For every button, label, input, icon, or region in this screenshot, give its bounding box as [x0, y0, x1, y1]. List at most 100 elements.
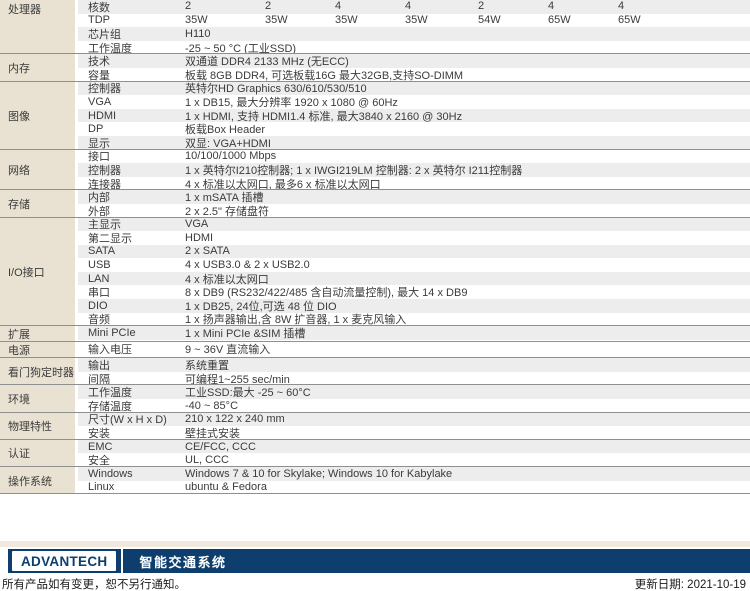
spec-row: Windows Windows 7 & 10 for Skylake; Windo…	[78, 467, 750, 481]
spec-cell: 2	[265, 0, 272, 12]
spec-row-value: 双通道 DDR4 2133 MHz (无ECC)	[185, 56, 349, 69]
spec-row: 安装 壁挂式安装	[78, 426, 750, 440]
spec-row: 显示 双显: VGA+HDMI	[78, 135, 750, 150]
spec-row-value: 8 x DB9 (RS232/422/485 含自动流量控制), 最大 14 x…	[185, 287, 468, 300]
category-label: I/O接口	[0, 217, 75, 327]
spec-section: 网络 接口 10/100/1000 Mbps 控制器 1 x 英特尔I210控制器; 1…	[0, 149, 750, 191]
spec-row-value: 英特尔HD Graphics 630/610/530/510	[185, 83, 367, 96]
spec-row: SATA 2 x SATA	[78, 244, 750, 259]
spec-section: 物理特性 尺寸(W x H x D) 210 x 122 x 240 mm 安装 壁挂式…	[0, 412, 750, 440]
spec-row-label: 容量	[88, 69, 110, 82]
spec-cell: 35W	[185, 13, 208, 26]
spec-table: 处理器 核数 2 2 4 4 2 4 4 TDP 35W 35W 35W 35W 54W 65W 65W 芯片组 H…	[0, 0, 750, 495]
spec-row-label: 核数	[88, 1, 110, 14]
spec-cell: 2	[185, 0, 192, 12]
spec-section: 图像 控制器 英特尔HD Graphics 630/610/530/510 VGA 1 …	[0, 81, 750, 150]
spec-section: 环境 工作温度 工业SSD:最大 -25 ~ 60°C 存储温度 -40 ~ 85°C	[0, 385, 750, 413]
spec-row-label: EMC	[88, 440, 113, 453]
spec-row: 控制器 1 x 英特尔I210控制器; 1 x IWGI219LM 控制器: 2 …	[78, 163, 750, 177]
spec-cell: 54W	[478, 13, 501, 26]
spec-row: 第二显示 HDMI	[78, 231, 750, 245]
spec-row-label: 安全	[88, 455, 110, 468]
spec-row-value: 板载Box Header	[185, 124, 266, 137]
spec-row: DIO 1 x DB25, 24位,可选 48 位 DIO	[78, 299, 750, 313]
spec-row-value: 1 x 扬声器输出,含 8W 扩音器, 1 x 麦克风输入	[185, 314, 407, 327]
category-label: 处理器	[0, 0, 75, 55]
spec-row: 连接器 4 x 标准以太网口, 最多6 x 标准以太网口	[78, 176, 750, 191]
spec-row: 技术 双通道 DDR4 2133 MHz (无ECC)	[78, 54, 750, 68]
spec-row-label: LAN	[88, 272, 110, 285]
spec-cell: 4	[335, 0, 342, 12]
spec-row-label: VGA	[88, 95, 112, 108]
spec-row: TDP 35W 35W 35W 35W 54W 65W 65W	[78, 13, 750, 28]
decorative-band	[0, 541, 750, 547]
spec-row-label: 控制器	[88, 83, 121, 96]
spec-row-value: 系统重置	[185, 360, 229, 373]
spec-row-value: 210 x 122 x 240 mm	[185, 413, 285, 426]
spec-row: 串口 8 x DB9 (RS232/422/485 含自动流量控制), 最大 14…	[78, 285, 750, 299]
spec-row-label: TDP	[88, 14, 110, 27]
spec-row: 外部 2 x 2.5" 存储盘符	[78, 203, 750, 218]
spec-row-label: 输出	[88, 360, 110, 373]
spec-row-value: H110	[185, 27, 211, 40]
spec-row-label: Windows	[88, 467, 133, 480]
spec-row-value: 35W 35W 35W 35W 54W 65W 65W	[185, 14, 750, 28]
spec-row-label: 工作温度	[88, 387, 132, 400]
category-label: 操作系统	[0, 467, 75, 495]
spec-row-label: 芯片组	[88, 28, 121, 41]
spec-row-value: 双显: VGA+HDMI	[185, 137, 271, 150]
spec-row-value: 4 x 标准以太网口, 最多6 x 标准以太网口	[185, 178, 381, 191]
spec-row: Linux ubuntu & Fedora	[78, 480, 750, 495]
spec-row-label: DP	[88, 123, 104, 136]
spec-row-label: 存储温度	[88, 400, 132, 413]
spec-section: 看门狗定时器 输出 系统重置 间隔 可编程1~255 sec/min	[0, 358, 750, 386]
spec-row-label: 工作温度	[88, 42, 132, 55]
category-label: 网络	[0, 149, 75, 191]
spec-row-value: 1 x DB25, 24位,可选 48 位 DIO	[185, 300, 337, 313]
category-label: 内存	[0, 54, 75, 82]
spec-cell: 65W	[618, 13, 641, 26]
spec-row-label: 输入电压	[88, 344, 132, 357]
category-label: 图像	[0, 81, 75, 150]
spec-row-value: 1 x Mini PCIe &SIM 插槽	[185, 328, 306, 341]
spec-row-value: 2 x SATA	[185, 245, 230, 258]
spec-section: 内存 技术 双通道 DDR4 2133 MHz (无ECC) 容量 板载 8GB DDR…	[0, 54, 750, 82]
spec-cell: 4	[405, 0, 412, 12]
spec-row-label: 主显示	[88, 219, 121, 232]
spec-section: 处理器 核数 2 2 4 4 2 4 4 TDP 35W 35W 35W 35W 54W 65W 65W 芯片组 H…	[0, 0, 750, 55]
footer-series-title: 智能交通系统	[139, 554, 227, 570]
spec-section: 电源 输入电压 9 ~ 36V 直流输入	[0, 342, 750, 359]
disclaimer-text: 所有产品如有变更，恕不另行通知。	[2, 579, 186, 591]
spec-row: USB 4 x USB3.0 & 2 x USB2.0	[78, 258, 750, 272]
spec-row: 控制器 英特尔HD Graphics 630/610/530/510	[78, 81, 750, 96]
spec-row-value: HDMI	[185, 231, 214, 244]
spec-cell: 4	[618, 0, 625, 12]
spec-row-label: Mini PCIe	[88, 327, 136, 340]
category-label: 环境	[0, 385, 75, 413]
spec-section: 操作系统 Windows Windows 7 & 10 for Skylake; W…	[0, 467, 750, 495]
spec-cell: 35W	[405, 13, 428, 26]
spec-row: 存储温度 -40 ~ 85°C	[78, 399, 750, 413]
spec-section: 存储 内部 1 x mSATA 插槽 外部 2 x 2.5" 存储盘符	[0, 190, 750, 218]
spec-row-value: VGA	[185, 218, 209, 231]
spec-row-value: 1 x mSATA 插槽	[185, 192, 264, 205]
spec-row-value: 1 x HDMI, 支持 HDMI1.4 标准, 最大3840 x 2160 @…	[185, 110, 463, 123]
spec-row-label: 第二显示	[88, 232, 132, 245]
spec-cell: 35W	[335, 13, 358, 26]
spec-row: 核数 2 2 4 4 2 4 4	[78, 0, 750, 14]
category-label: 认证	[0, 439, 75, 467]
spec-row: 容量 板载 8GB DDR4, 可选板载16G 最大32GB,支持SO-DIMM	[78, 67, 750, 82]
spec-row: 主显示 VGA	[78, 217, 750, 232]
category-label: 扩展	[0, 326, 75, 343]
spec-cell: 4	[548, 0, 555, 12]
advantech-logo: ADVANTECH	[12, 551, 117, 571]
spec-row: 输出 系统重置	[78, 358, 750, 372]
spec-row-label: 外部	[88, 205, 110, 218]
spec-row: 音频 1 x 扬声器输出,含 8W 扩音器, 1 x 麦克风输入	[78, 312, 750, 327]
spec-row-label: 音频	[88, 314, 110, 327]
spec-row-label: DIO	[88, 299, 108, 312]
category-label: 看门狗定时器	[0, 358, 75, 386]
spec-row-value: UL, CCC	[185, 454, 230, 467]
spec-row-label: 连接器	[88, 178, 121, 191]
